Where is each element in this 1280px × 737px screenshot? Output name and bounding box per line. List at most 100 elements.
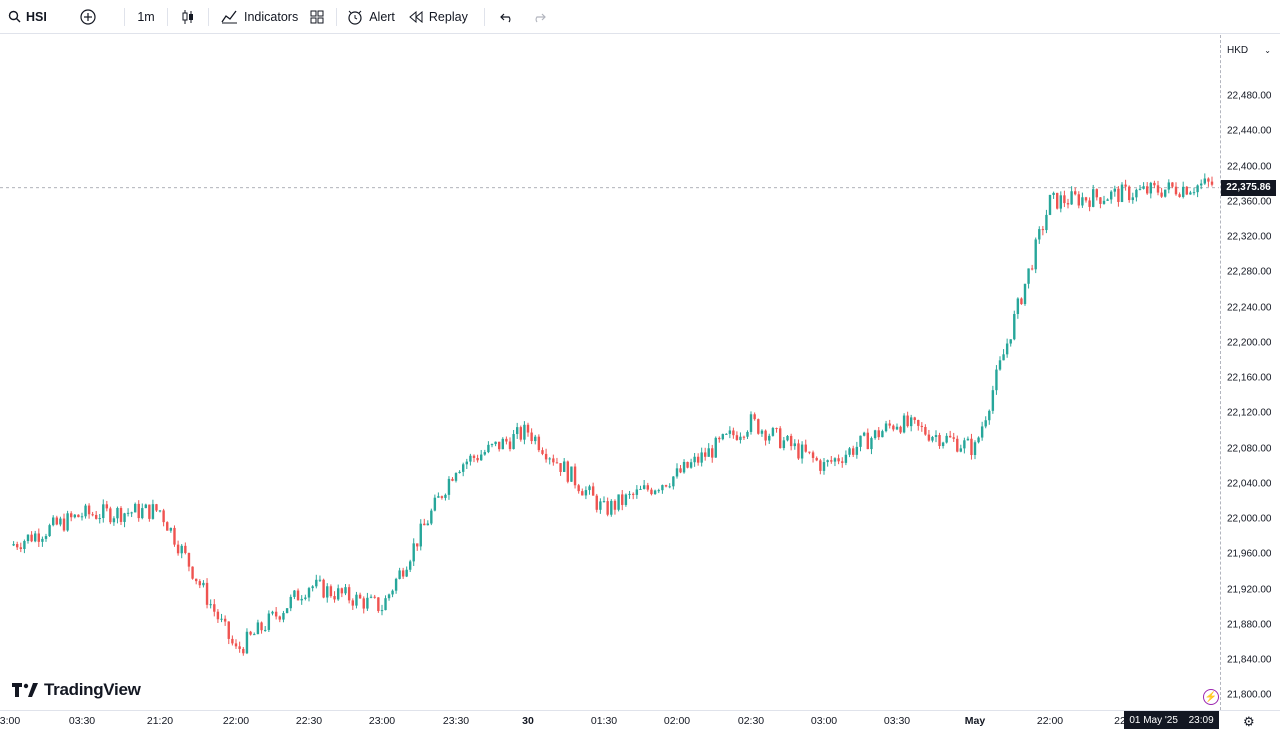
candle-up	[1149, 182, 1152, 194]
add-circle-icon	[80, 8, 96, 25]
candle-down	[927, 434, 931, 441]
price-tick-label: 22,320.00	[1227, 231, 1272, 243]
time-tick-label: 22	[1114, 715, 1126, 727]
candle-up	[1059, 195, 1062, 209]
candle-up	[1070, 191, 1073, 205]
candle-down	[917, 420, 920, 426]
candle-down	[519, 427, 522, 440]
layouts-button[interactable]	[304, 0, 330, 34]
candle-up	[642, 485, 646, 489]
candle-down	[87, 505, 91, 515]
candle-down	[351, 600, 354, 606]
candle-up	[902, 415, 906, 433]
indicators-button[interactable]: Indicators	[215, 0, 304, 34]
candle-up	[289, 596, 292, 609]
candle-down	[573, 466, 577, 486]
candle-up	[562, 461, 566, 472]
candle-up	[728, 430, 732, 434]
gear-icon[interactable]: ⚙	[1243, 714, 1255, 729]
candle-up	[1102, 200, 1106, 204]
price-axis[interactable]	[1220, 35, 1280, 710]
currency-label: HKD	[1227, 44, 1249, 56]
candle-up	[384, 598, 387, 611]
compare-button[interactable]	[80, 0, 118, 34]
replay-button[interactable]: Replay	[399, 0, 478, 34]
candle-down	[16, 544, 19, 548]
candle-down	[544, 453, 548, 460]
chart-type-button[interactable]	[174, 0, 202, 34]
candle-down	[830, 460, 833, 462]
candle-down	[91, 514, 94, 516]
candle-down	[191, 566, 194, 579]
candle-up	[1164, 189, 1167, 197]
candle-down	[1056, 192, 1059, 209]
candle-down	[231, 638, 234, 644]
candle-up	[617, 494, 620, 510]
chart-plot-area[interactable]	[0, 35, 1219, 710]
candle-up	[725, 433, 728, 435]
price-tick-label: 22,040.00	[1227, 478, 1272, 490]
alert-button[interactable]: Alert	[343, 0, 399, 34]
candle-up	[855, 446, 859, 455]
redo-button[interactable]	[523, 0, 555, 34]
candle-down	[1146, 186, 1149, 194]
symbol-search[interactable]: HSI	[0, 0, 80, 34]
candle-down	[837, 458, 840, 462]
candle-down	[1088, 200, 1091, 207]
candle-down	[892, 425, 895, 430]
candle-down	[552, 458, 555, 463]
candle-up	[1038, 229, 1041, 240]
candle-down	[1063, 195, 1066, 204]
time-tick-label: 22:00	[1036, 715, 1064, 727]
candle-down	[137, 503, 140, 519]
candle-up	[123, 513, 126, 522]
candle-down	[952, 437, 955, 439]
candle-down	[1178, 194, 1181, 197]
candle-down	[223, 618, 227, 622]
candle-down	[764, 430, 767, 441]
candle-up	[1092, 189, 1095, 207]
candle-down	[476, 457, 479, 461]
candle-up	[1048, 194, 1052, 215]
candle-down	[577, 485, 580, 492]
toolbar-divider	[124, 7, 125, 26]
tradingview-logo[interactable]: TradingView	[12, 680, 141, 700]
candle-up	[337, 588, 340, 600]
currency-selector[interactable]: HKD ⌄	[1221, 40, 1277, 60]
candle-up	[746, 431, 749, 437]
lightning-icon[interactable]: ⚡	[1203, 689, 1219, 705]
candle-down	[775, 428, 778, 430]
candle-down	[920, 425, 924, 427]
candle-up	[426, 523, 430, 526]
candle-down	[970, 438, 973, 456]
candle-down	[70, 513, 73, 518]
undo-button[interactable]	[491, 0, 523, 34]
toolbar-divider	[483, 7, 485, 26]
candle-down	[696, 456, 700, 463]
candle-up	[41, 538, 44, 542]
candle-down	[260, 622, 263, 631]
candle-down	[505, 438, 508, 442]
candle-up	[1002, 354, 1005, 361]
candle-up	[991, 390, 995, 411]
tradingview-logo-icon	[12, 683, 38, 697]
candle-down	[1077, 194, 1080, 206]
candle-down	[613, 500, 617, 510]
candle-up	[387, 594, 391, 599]
candle-up	[661, 485, 664, 491]
candle-up	[151, 504, 155, 519]
candle-up	[80, 516, 84, 518]
candle-up	[315, 579, 318, 587]
candle-down	[1074, 191, 1077, 195]
candle-down	[249, 631, 252, 635]
time-axis[interactable]	[0, 710, 1280, 737]
candle-up	[1120, 184, 1124, 202]
candle-up	[408, 561, 412, 570]
candle-up	[465, 461, 468, 465]
candle-up	[430, 510, 433, 524]
candle-down	[105, 504, 109, 509]
candle-up	[1045, 214, 1048, 231]
interval-button[interactable]: 1m	[131, 0, 161, 34]
candle-up	[512, 434, 515, 450]
candlestick-chart[interactable]	[0, 35, 1219, 710]
